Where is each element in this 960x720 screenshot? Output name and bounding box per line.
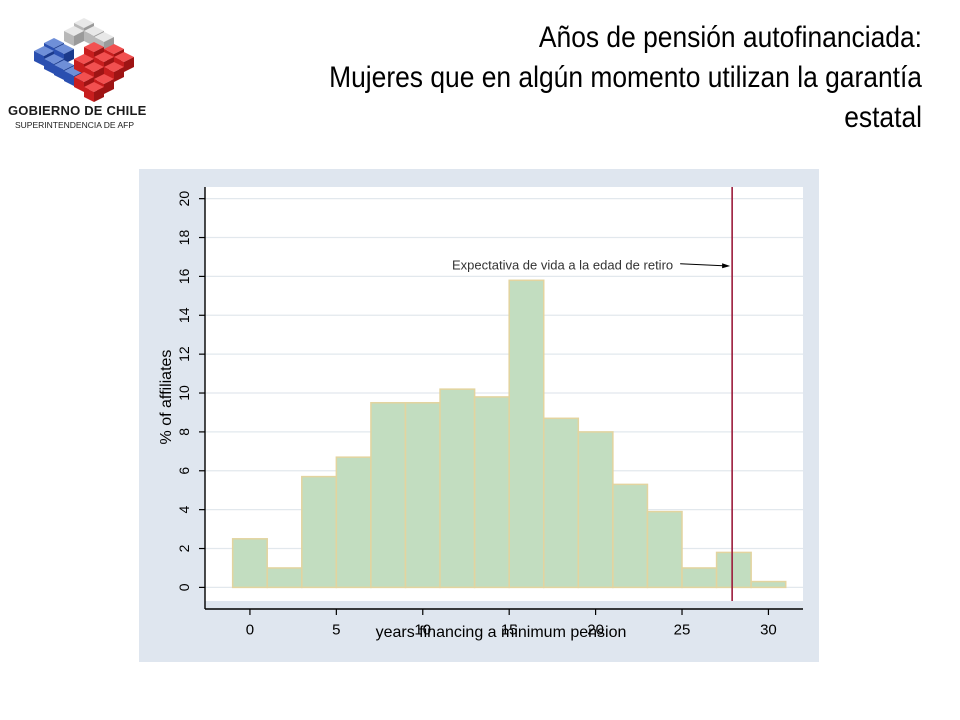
logo-cube xyxy=(84,82,104,102)
y-tick-label: 4 xyxy=(176,506,192,514)
histogram-bar xyxy=(370,401,407,589)
y-tick-label: 12 xyxy=(176,346,192,362)
y-tick-label: 8 xyxy=(176,428,192,436)
x-axis-label: years financing a minimum pension xyxy=(376,624,627,641)
x-tick-label: 0 xyxy=(246,621,254,638)
histogram-svg: Expectativa de vida a la edad de retiro … xyxy=(139,169,819,662)
x-tick-label: 30 xyxy=(760,621,777,638)
x-tick-label: 10 xyxy=(414,621,431,638)
x-tick-label: 25 xyxy=(674,621,691,638)
y-tick-label: 0 xyxy=(176,583,192,591)
reference-line-label: Expectativa de vida a la edad de retiro xyxy=(452,258,673,273)
annotation-arrowhead xyxy=(722,263,731,269)
y-tick-label: 2 xyxy=(176,544,192,552)
title-line-3: estatal xyxy=(844,101,922,134)
logo-cube xyxy=(64,26,84,46)
title-line-2: Mujeres que en algún momento utilizan la… xyxy=(329,61,922,94)
histogram-bar xyxy=(301,475,338,589)
x-tick-label: 5 xyxy=(332,621,340,638)
histogram-bar xyxy=(473,396,510,589)
y-tick-label: 18 xyxy=(176,230,192,246)
histogram-bar xyxy=(681,567,718,589)
y-axis-label: % of affiliates xyxy=(158,350,175,445)
logo-subtitle: SUPERINTENDENCIA DE AFP xyxy=(15,120,135,130)
y-tick-label: 14 xyxy=(176,307,192,323)
histogram-bar xyxy=(508,279,545,589)
title-line-1: Años de pensión autofinanciada: xyxy=(538,21,922,54)
annotation-arrow-shaft xyxy=(680,263,724,267)
y-tick-label: 16 xyxy=(176,268,192,284)
gobierno-de-chile-logo xyxy=(8,14,180,139)
x-tick-label: 20 xyxy=(587,621,604,638)
slide-title: Años de pensión autofinanciada: Mujeres … xyxy=(202,18,922,138)
y-tick-label: 6 xyxy=(176,467,192,475)
histogram-bar xyxy=(266,567,303,589)
histogram-bar xyxy=(750,580,787,589)
histogram-bar xyxy=(543,417,580,589)
y-tick-label: 10 xyxy=(176,385,192,401)
histogram-bar xyxy=(715,551,752,589)
y-tick-label: 20 xyxy=(176,191,192,207)
logo-name: GOBIERNO DE CHILE xyxy=(8,103,147,118)
histogram-bar xyxy=(335,456,372,589)
histogram-bar xyxy=(404,401,441,589)
histogram-bar xyxy=(577,431,614,589)
histogram-bar xyxy=(231,538,268,589)
x-tick-label: 15 xyxy=(501,621,518,638)
logo-cubes-graphic xyxy=(34,18,134,102)
histogram-bar xyxy=(646,510,683,589)
histogram-bar xyxy=(612,483,649,589)
histogram-chart: Expectativa de vida a la edad de retiro … xyxy=(139,169,819,662)
histogram-bar xyxy=(439,388,476,589)
